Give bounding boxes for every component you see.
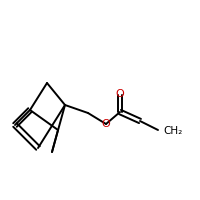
Text: O: O [102,119,110,129]
Text: O: O [116,89,124,99]
Text: CH₂: CH₂ [163,126,182,136]
